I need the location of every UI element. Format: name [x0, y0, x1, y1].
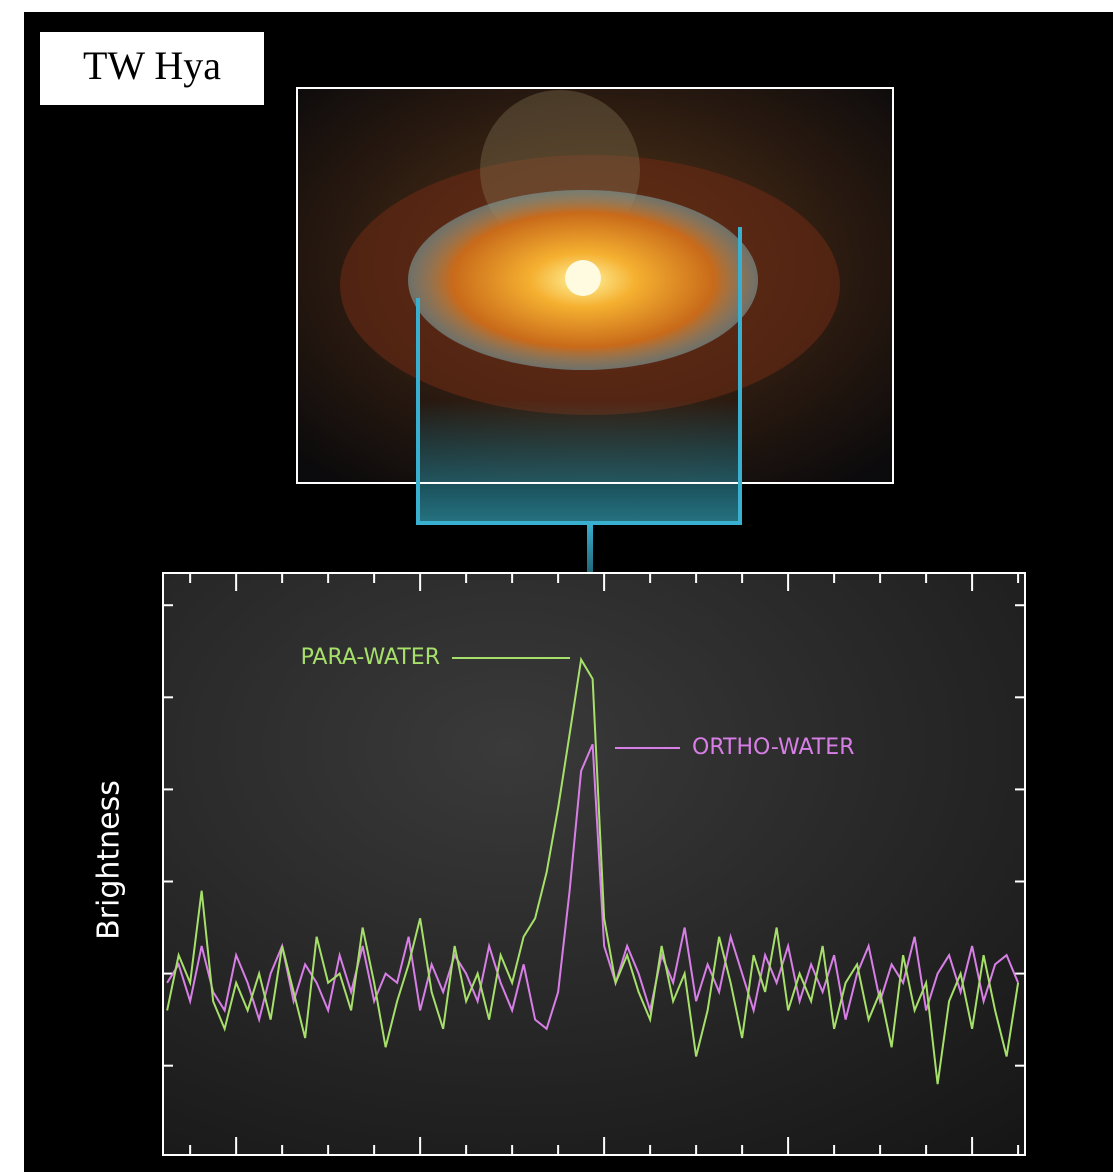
spectrum-line: [166, 743, 1020, 1031]
y-axis-label: Brightness: [92, 780, 127, 940]
plot-area: [162, 572, 1026, 1156]
chart-title: TW Hya: [83, 43, 221, 88]
legend-label: ORTHO-WATER: [692, 735, 854, 760]
legend-label: PARA-WATER: [301, 645, 440, 670]
disk-illustration: [296, 87, 894, 643]
spectrum-line: [166, 656, 1020, 1085]
title-box: [40, 32, 264, 105]
